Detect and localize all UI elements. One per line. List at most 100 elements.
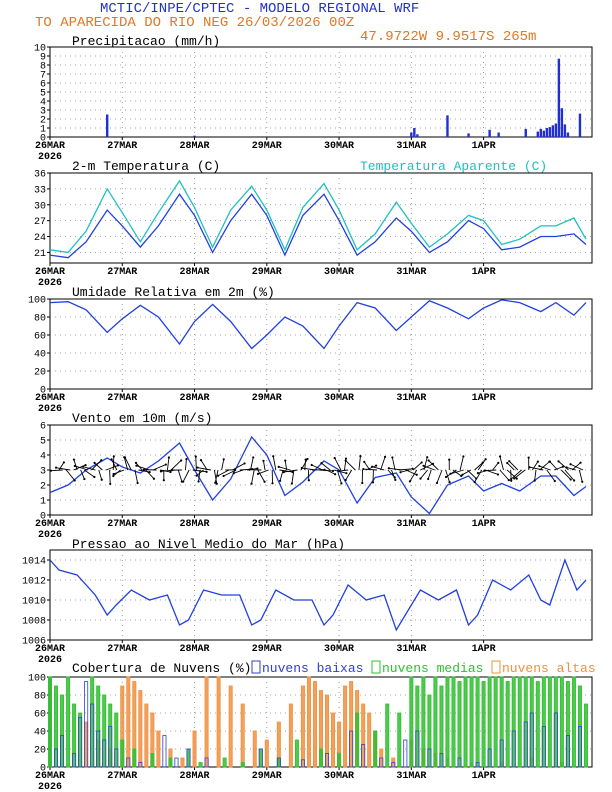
precip-ytick-label: 0 [40,134,46,145]
cloud-bar-nuvens-baixas [487,748,492,768]
wind-arrow-head [506,461,509,465]
wind-arrow-head [513,477,516,480]
wind-arrow-head [284,459,287,462]
wind-arrow-head [182,480,185,483]
wind-arrow-head [510,477,513,481]
wind-arrow [80,469,85,480]
wind-arrow-head [345,472,348,475]
wind-arrow [263,460,266,471]
wind-ytick-label: 6 [40,422,46,433]
wind-arrow [251,469,255,484]
precip-xtick-label: 30MAR [324,141,354,152]
wind-arrow-head [363,460,366,463]
wind-arrow [56,467,70,471]
wind-arrow [279,469,293,473]
cloud-bar-nuvens-baixas [553,712,558,768]
wind-arrow-head [196,466,199,469]
wind-arrow-head [72,458,76,461]
wind-arrow-head [195,474,198,477]
wind-arrow [124,457,132,471]
wind-arrow-head [461,473,464,476]
cloud-bar-nuvens-baixas [565,735,570,768]
wind-arrow [233,469,244,474]
wind-arrow-head [320,462,323,465]
precip-ytick-label: 8 [40,62,46,73]
wind-arrow [214,469,219,483]
wind-arrow-head [337,469,341,473]
cloud-bar-nuvens-baixas [186,748,191,768]
cloud-bar-nuvens-altas [343,685,348,768]
cloud-bar-nuvens-medias [493,676,498,768]
cloud-bar-nuvens-medias [318,748,323,768]
cloud-bar-nuvens-medias [559,676,564,768]
precip-bar [560,108,564,137]
cloud-bar-nuvens-medias [150,753,155,768]
cloud-bar-nuvens-baixas [114,748,119,768]
cloud-bar-nuvens-altas [216,676,221,768]
legend-low-label: nuvens baixas [262,661,363,676]
wind-arrow [185,459,187,471]
precip-ytick-label: 4 [40,98,46,109]
wind-arrow [311,464,323,471]
cloud-bar-nuvens-altas [156,730,161,768]
cloud-bar-nuvens-baixas [541,726,546,768]
wind-arrow [105,465,119,471]
wind-arrow-head [331,469,334,473]
cloud-bar-nuvens-medias [240,762,245,768]
cloud-bar-nuvens-baixas [78,717,83,768]
temperature-ytick-label: 21 [34,249,46,260]
wind-arrow-head [361,481,364,485]
precip-title: Precipitacao (mm/h) [72,34,220,49]
wind-arrow [339,469,349,472]
pressure-ytick-label: 1012 [22,577,46,588]
wind-arrow-head [387,467,390,470]
wind-arrow-head [83,477,86,481]
cloud-bar-nuvens-altas [349,681,354,768]
wind-arrow [301,467,316,471]
cloud-bar-nuvens-medias [96,685,101,768]
wind-arrow [427,469,432,480]
cloud-bar-nuvens-baixas [54,748,59,768]
pressure-ytick-label: 1014 [22,557,46,568]
precip-ytick-label: 3 [40,107,46,118]
precip-ytick-label: 1 [40,125,46,136]
wind-arrow [380,456,386,471]
wind-arrow-head [136,481,139,485]
cloud-bar-nuvens-altas [288,703,293,768]
clouds-ytick-label: 40 [34,728,46,739]
humidity-xtick-label: 27MAR [107,393,137,404]
cloud-bar-nuvens-medias [547,676,552,768]
wind-series-line [49,435,587,515]
wind-arrow [257,469,265,482]
cloud-bar-nuvens-medias [294,739,299,768]
precip-ytick-label: 6 [40,80,46,91]
wind-arrow [400,469,410,473]
temperature-xtick-label: 29MAR [252,267,282,278]
wind-arrow-head [394,478,397,482]
wind-xtick-label: 26MAR [35,519,65,530]
wind-arrow-head [100,478,103,481]
wind-arrow [420,469,428,479]
temperature-year-label: 2026 [38,278,62,289]
precip-xtick-label: 1APR [472,141,496,152]
wind-arrow-head [579,461,582,464]
wind-arrow-head [340,482,343,485]
wind-ytick-label: 0 [40,512,46,523]
wind-arrow-head [248,468,251,471]
cloud-bar-nuvens-medias [72,703,77,768]
wind-arrow-head [420,461,423,464]
pressure-xtick-label: 29MAR [252,644,282,655]
wind-arrow [51,469,63,472]
cloud-bar-nuvens-medias [571,676,576,768]
wind-arrow-head [569,478,572,481]
wind-arrow-head [243,462,246,465]
precip-ytick-label: 9 [40,53,46,64]
wind-arrow-head [148,470,151,474]
clouds-title: Cobertura de Nuvens (%) [72,661,251,676]
temperature-xtick-label: 31MAR [396,267,426,278]
cloud-bar-nuvens-medias [535,681,540,768]
humidity-xtick-label: 1APR [472,393,496,404]
cloud-bar-nuvens-baixas [258,748,263,768]
wind-arrow [391,457,396,471]
precip-bar [410,132,413,137]
